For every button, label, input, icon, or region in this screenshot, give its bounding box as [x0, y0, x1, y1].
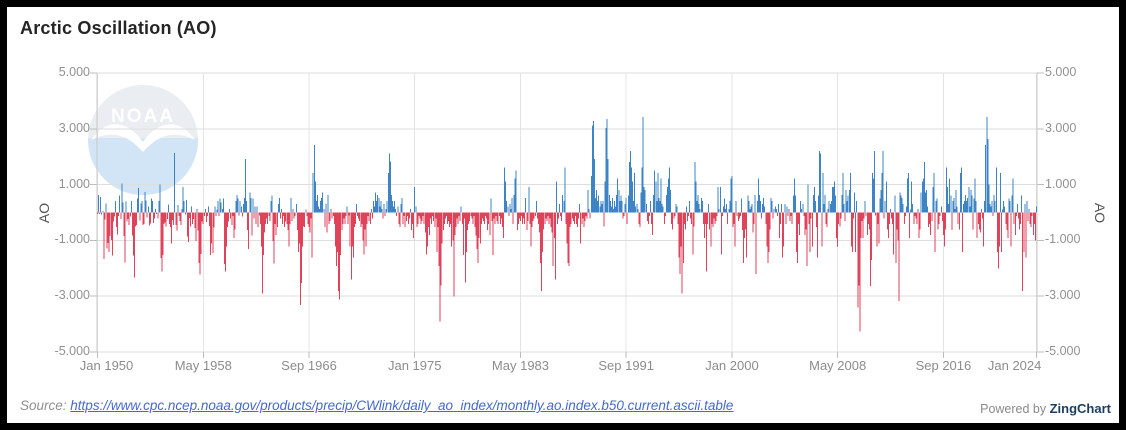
- y-tick-label: 5.000: [58, 65, 90, 79]
- source-link[interactable]: https://www.cpc.ncep.noaa.gov/products/p…: [70, 398, 734, 413]
- ao-bar-series: [90, 72, 1044, 358]
- y-tick-label: 1.000: [1045, 176, 1077, 191]
- y-tick-label: 1.000: [58, 176, 90, 191]
- y-tick-label: -5.000: [1045, 344, 1081, 358]
- y-tick-label: 3.000: [58, 120, 90, 135]
- y-tick-label: -3.000: [1045, 288, 1081, 303]
- y-tick-label: -5.000: [54, 344, 90, 358]
- x-tick-label: Sep 1991: [598, 358, 655, 373]
- y-tick-label: -1.000: [1045, 232, 1081, 247]
- powered-by-text: Powered by: [980, 402, 1047, 416]
- page-title: Arctic Oscillation (AO): [20, 18, 217, 38]
- x-tick-label: Sep 1966: [281, 358, 337, 373]
- x-tick-label: Jan 2000: [705, 358, 759, 373]
- source-prefix: Source:: [20, 398, 67, 413]
- x-tick-label: May 1983: [491, 358, 550, 373]
- x-tick-label: May 1958: [174, 358, 232, 373]
- x-tick-label: Jan 1950: [79, 358, 134, 373]
- x-tick-label: Jan 2024: [987, 358, 1042, 373]
- y-tick-label: 3.000: [1045, 120, 1077, 135]
- powered-by: Powered by ZingChart: [980, 401, 1111, 416]
- zingchart-brand[interactable]: ZingChart: [1049, 401, 1111, 416]
- noaa-logo-icon: NOAA: [88, 85, 198, 195]
- y-axis-left-title: AO: [36, 202, 52, 224]
- source-line: Source: https://www.cpc.ncep.noaa.gov/pr…: [20, 398, 733, 413]
- plot-area: [90, 72, 1044, 358]
- noaa-logo-watermark: NOAA: [87, 84, 199, 196]
- x-tick-label: Sep 2016: [915, 358, 972, 373]
- y-tick-label: -3.000: [54, 288, 90, 303]
- watermark-noaa-text: NOAA: [111, 106, 175, 127]
- y-axis-right-title: AO: [1092, 202, 1108, 224]
- x-tick-label: May 2008: [809, 358, 867, 373]
- y-tick-label: 5.000: [1045, 65, 1077, 79]
- y-tick-label: -1.000: [54, 232, 90, 247]
- x-tick-label: Jan 1975: [387, 358, 442, 373]
